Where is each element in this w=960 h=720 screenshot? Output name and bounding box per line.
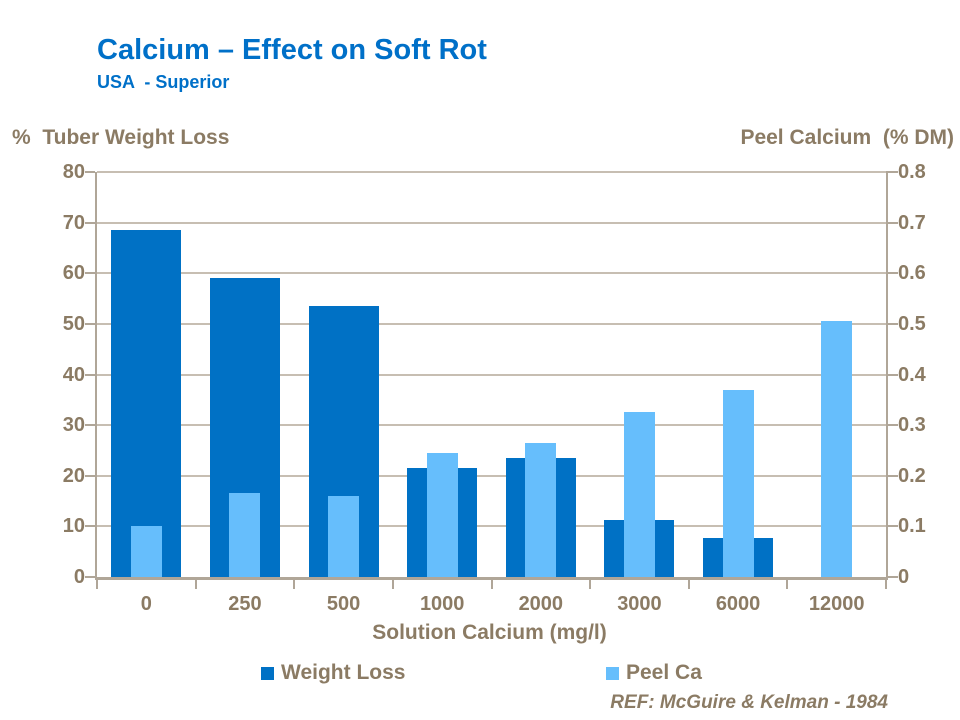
right-axis-tick bbox=[886, 221, 898, 224]
left-axis-tick bbox=[85, 373, 95, 376]
gridline bbox=[97, 272, 886, 275]
left-axis-tick bbox=[85, 424, 95, 427]
plot-area: 0 0 10 0.1 20 0.2 30 0.3 40 0.4 50 0.5 60 0.6 70 0.7 80 0… bbox=[63, 161, 926, 615]
legend-item-weight-loss: Weight Loss bbox=[261, 660, 405, 686]
right-axis-tick-label: 0.8 bbox=[898, 161, 926, 183]
right-axis-tick-label: 0.7 bbox=[898, 211, 926, 234]
x-axis-category-label: 250 bbox=[228, 593, 262, 615]
reference-text: REF: McGuire & Kelman - 1984 bbox=[610, 692, 888, 713]
right-axis-tick-label: 0.1 bbox=[898, 515, 926, 538]
x-axis-tick bbox=[194, 580, 197, 589]
left-axis-tick bbox=[85, 474, 95, 477]
left-axis-tick bbox=[85, 322, 95, 325]
bar-peel-ca-1000 bbox=[426, 452, 458, 577]
right-axis-tick-label: 0.2 bbox=[898, 464, 926, 487]
bar-peel-ca-500 bbox=[328, 496, 360, 577]
gridline bbox=[97, 525, 886, 528]
x-axis-title: Solution Calcium (mg/l) bbox=[372, 621, 607, 644]
left-axis-tick-label: 80 bbox=[62, 161, 85, 183]
x-axis-tick bbox=[293, 580, 296, 589]
gridline bbox=[97, 474, 886, 477]
x-axis-category-label: 1000 bbox=[419, 593, 465, 615]
x-axis-tick bbox=[391, 580, 394, 589]
right-axis-tick-label: 0.6 bbox=[898, 262, 926, 285]
right-axis-tick bbox=[886, 322, 898, 325]
left-axis-tick bbox=[85, 272, 95, 275]
bar-peel-ca-2000 bbox=[525, 442, 557, 577]
x-axis-category-label: 3000 bbox=[617, 593, 662, 615]
x-axis-category-label: 2000 bbox=[518, 593, 564, 615]
right-axis-tick-label: 0 bbox=[898, 566, 910, 588]
x-axis-tick bbox=[96, 580, 98, 589]
x-axis-tick bbox=[786, 580, 789, 589]
right-axis-title: Peel Calcium (% DM) bbox=[740, 126, 954, 149]
right-axis-tick bbox=[886, 474, 898, 477]
x-axis-tick bbox=[885, 580, 887, 589]
left-axis-tick-label: 10 bbox=[62, 515, 85, 538]
x-axis-category-label: 12000 bbox=[808, 593, 865, 615]
right-axis-tick-label: 0.3 bbox=[898, 414, 926, 437]
left-axis-tick-label: 20 bbox=[62, 464, 85, 487]
right-axis-tick bbox=[886, 424, 898, 427]
left-axis-tick bbox=[85, 576, 95, 578]
left-axis-tick bbox=[85, 171, 95, 173]
bar-peel-ca-0 bbox=[130, 526, 162, 577]
gridline bbox=[97, 373, 886, 376]
right-axis-tick bbox=[886, 171, 898, 173]
bar-peel-ca-250 bbox=[229, 493, 261, 577]
chart-title: Calcium – Effect on Soft Rot bbox=[97, 34, 487, 66]
x-axis-tick bbox=[687, 580, 690, 589]
gridline bbox=[97, 322, 886, 325]
x-axis-category-label: 500 bbox=[326, 593, 361, 615]
left-axis-tick-label: 50 bbox=[62, 312, 85, 335]
gridline bbox=[97, 171, 886, 173]
right-axis-tick bbox=[886, 525, 898, 528]
legend-label-weight-loss: Weight Loss bbox=[281, 661, 406, 684]
legend-marker-peel-ca bbox=[606, 666, 619, 680]
left-axis-tick bbox=[85, 221, 95, 224]
legend-marker-weight-loss bbox=[261, 666, 274, 680]
right-axis-tick-label: 0.5 bbox=[898, 312, 926, 335]
legend-label-peel-ca: Peel Ca bbox=[626, 661, 702, 684]
left-axis-tick bbox=[85, 525, 95, 528]
bar-peel-ca-3000 bbox=[623, 412, 655, 577]
left-axis-tick-label: 30 bbox=[62, 414, 85, 437]
bar-weight-loss-0 bbox=[111, 230, 182, 577]
left-axis-tick-label: 40 bbox=[62, 363, 85, 386]
left-axis-tick-label: 0 bbox=[73, 566, 85, 588]
left-axis-tick-label: 60 bbox=[62, 262, 85, 285]
x-axis-category-label: 6000 bbox=[715, 593, 761, 615]
right-axis-tick bbox=[886, 373, 898, 376]
gridline bbox=[97, 424, 886, 427]
bar-peel-ca-12000 bbox=[821, 321, 853, 577]
chart-subtitle: USA - Superior bbox=[97, 72, 230, 92]
left-axis-tick-label: 70 bbox=[62, 211, 85, 234]
x-axis-category-label: 0 bbox=[140, 593, 152, 615]
x-axis-tick bbox=[589, 580, 592, 589]
bar-peel-ca-6000 bbox=[722, 389, 754, 577]
right-axis-tick bbox=[886, 576, 898, 578]
right-axis-tick-label: 0.4 bbox=[898, 363, 926, 386]
left-axis-title: % Tuber Weight Loss bbox=[12, 126, 230, 149]
gridline bbox=[97, 221, 886, 224]
legend-item-peel-ca: Peel Ca bbox=[606, 660, 702, 686]
right-axis-tick bbox=[886, 272, 898, 275]
x-axis-tick bbox=[490, 580, 493, 589]
